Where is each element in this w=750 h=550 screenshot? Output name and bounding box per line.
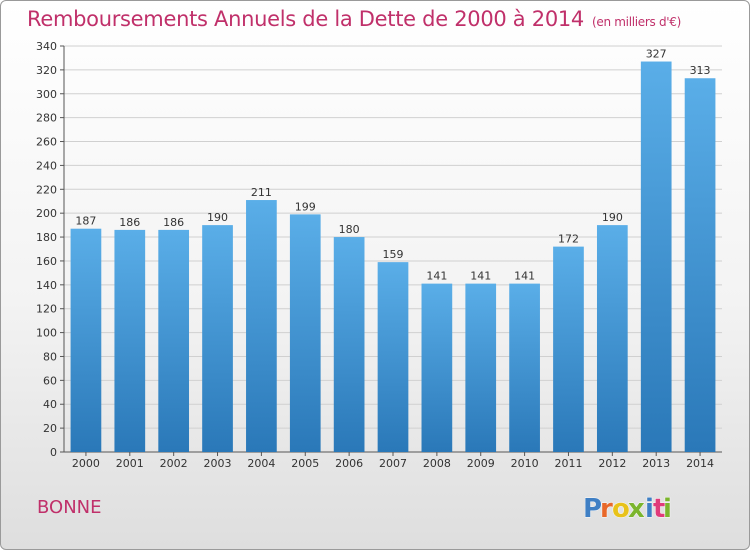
commune-name: BONNE <box>37 497 102 518</box>
x-tick-label-2008: 2008 <box>423 457 451 470</box>
data-label-2014: 313 <box>690 64 711 77</box>
bar-2003 <box>202 225 233 452</box>
logo-letter: r <box>600 494 613 524</box>
bar-2009 <box>465 283 497 452</box>
data-label-2012: 190 <box>602 211 623 224</box>
bar-2006 <box>333 237 365 452</box>
y-tick-label: 20 <box>43 422 57 435</box>
y-tick-label: 160 <box>36 255 57 268</box>
bar-2007 <box>377 262 409 452</box>
logo-letter: i <box>663 494 672 524</box>
y-tick-label: 280 <box>36 112 57 125</box>
x-tick-label-2006: 2006 <box>335 457 363 470</box>
data-label-2011: 172 <box>558 233 579 246</box>
data-label-2005: 199 <box>295 200 316 213</box>
bar-2013 <box>640 61 672 452</box>
data-label-2008: 141 <box>426 270 447 283</box>
bar-2005 <box>289 214 321 452</box>
x-tick-label-2014: 2014 <box>686 457 714 470</box>
y-tick-label: 240 <box>36 159 57 172</box>
data-label-2013: 327 <box>646 48 667 61</box>
y-tick-label: 200 <box>36 207 57 220</box>
logo-letter: o <box>612 494 630 524</box>
x-tick-label-2013: 2013 <box>642 457 670 470</box>
logo-letter: x <box>628 494 645 524</box>
data-label-2007: 159 <box>383 248 404 261</box>
bar-2000 <box>70 228 102 452</box>
y-tick-label: 60 <box>43 374 57 387</box>
data-label-2009: 141 <box>470 270 491 283</box>
y-tick-label: 120 <box>36 303 57 316</box>
bar-2004 <box>246 200 277 452</box>
y-tick-label: 40 <box>43 398 57 411</box>
logo-letter: i <box>645 494 654 524</box>
bar-2001 <box>114 229 146 452</box>
y-tick-label: 180 <box>36 231 57 244</box>
bar-2011 <box>553 246 584 452</box>
data-label-2002: 186 <box>163 216 184 229</box>
x-tick-label-2004: 2004 <box>247 457 275 470</box>
bars <box>70 61 716 452</box>
x-tick-label-2010: 2010 <box>511 457 539 470</box>
logo-letter: t <box>653 494 665 524</box>
x-tick-label-2002: 2002 <box>160 457 188 470</box>
bar-2002 <box>158 229 190 452</box>
x-tick-label-2012: 2012 <box>598 457 626 470</box>
x-tick-label-2011: 2011 <box>554 457 582 470</box>
data-label-2006: 180 <box>339 223 360 236</box>
chart-title: Remboursements Annuels de la Dette de 20… <box>27 7 681 31</box>
bar-2010 <box>509 283 540 452</box>
y-tick-label: 340 <box>36 40 57 53</box>
x-tick-label-2003: 2003 <box>204 457 232 470</box>
x-tick-label-2007: 2007 <box>379 457 407 470</box>
chart-title-text: Remboursements Annuels de la Dette de 20… <box>27 7 584 31</box>
data-label-2004: 211 <box>251 186 272 199</box>
x-tick-label-2000: 2000 <box>72 457 100 470</box>
y-tick-label: 260 <box>36 136 57 149</box>
x-tick-label-2005: 2005 <box>291 457 319 470</box>
y-tick-label: 220 <box>36 183 57 196</box>
y-tick-label: 100 <box>36 327 57 340</box>
y-tick-label: 320 <box>36 64 57 77</box>
data-label-2001: 186 <box>119 216 140 229</box>
chart-unit-note: (en milliers d'€) <box>592 15 682 29</box>
bar-2012 <box>596 225 628 452</box>
data-label-2010: 141 <box>514 270 535 283</box>
y-tick-label: 80 <box>43 350 57 363</box>
bar-2014 <box>684 78 716 452</box>
logo-letter: P <box>583 494 602 524</box>
y-tick-label: 0 <box>50 446 57 459</box>
bar-2008 <box>421 283 453 452</box>
proxiti-logo: Pr ox i ti <box>583 494 673 525</box>
x-tick-label-2009: 2009 <box>467 457 495 470</box>
x-tick-label-2001: 2001 <box>116 457 144 470</box>
y-tick-label: 300 <box>36 88 57 101</box>
data-label-2003: 190 <box>207 211 228 224</box>
labels: 0 20 40 60 80 100 120 140 160 180 200 220 240 260 280 3… <box>36 40 714 470</box>
y-tick-label: 140 <box>36 279 57 292</box>
data-label-2000: 187 <box>75 215 96 228</box>
